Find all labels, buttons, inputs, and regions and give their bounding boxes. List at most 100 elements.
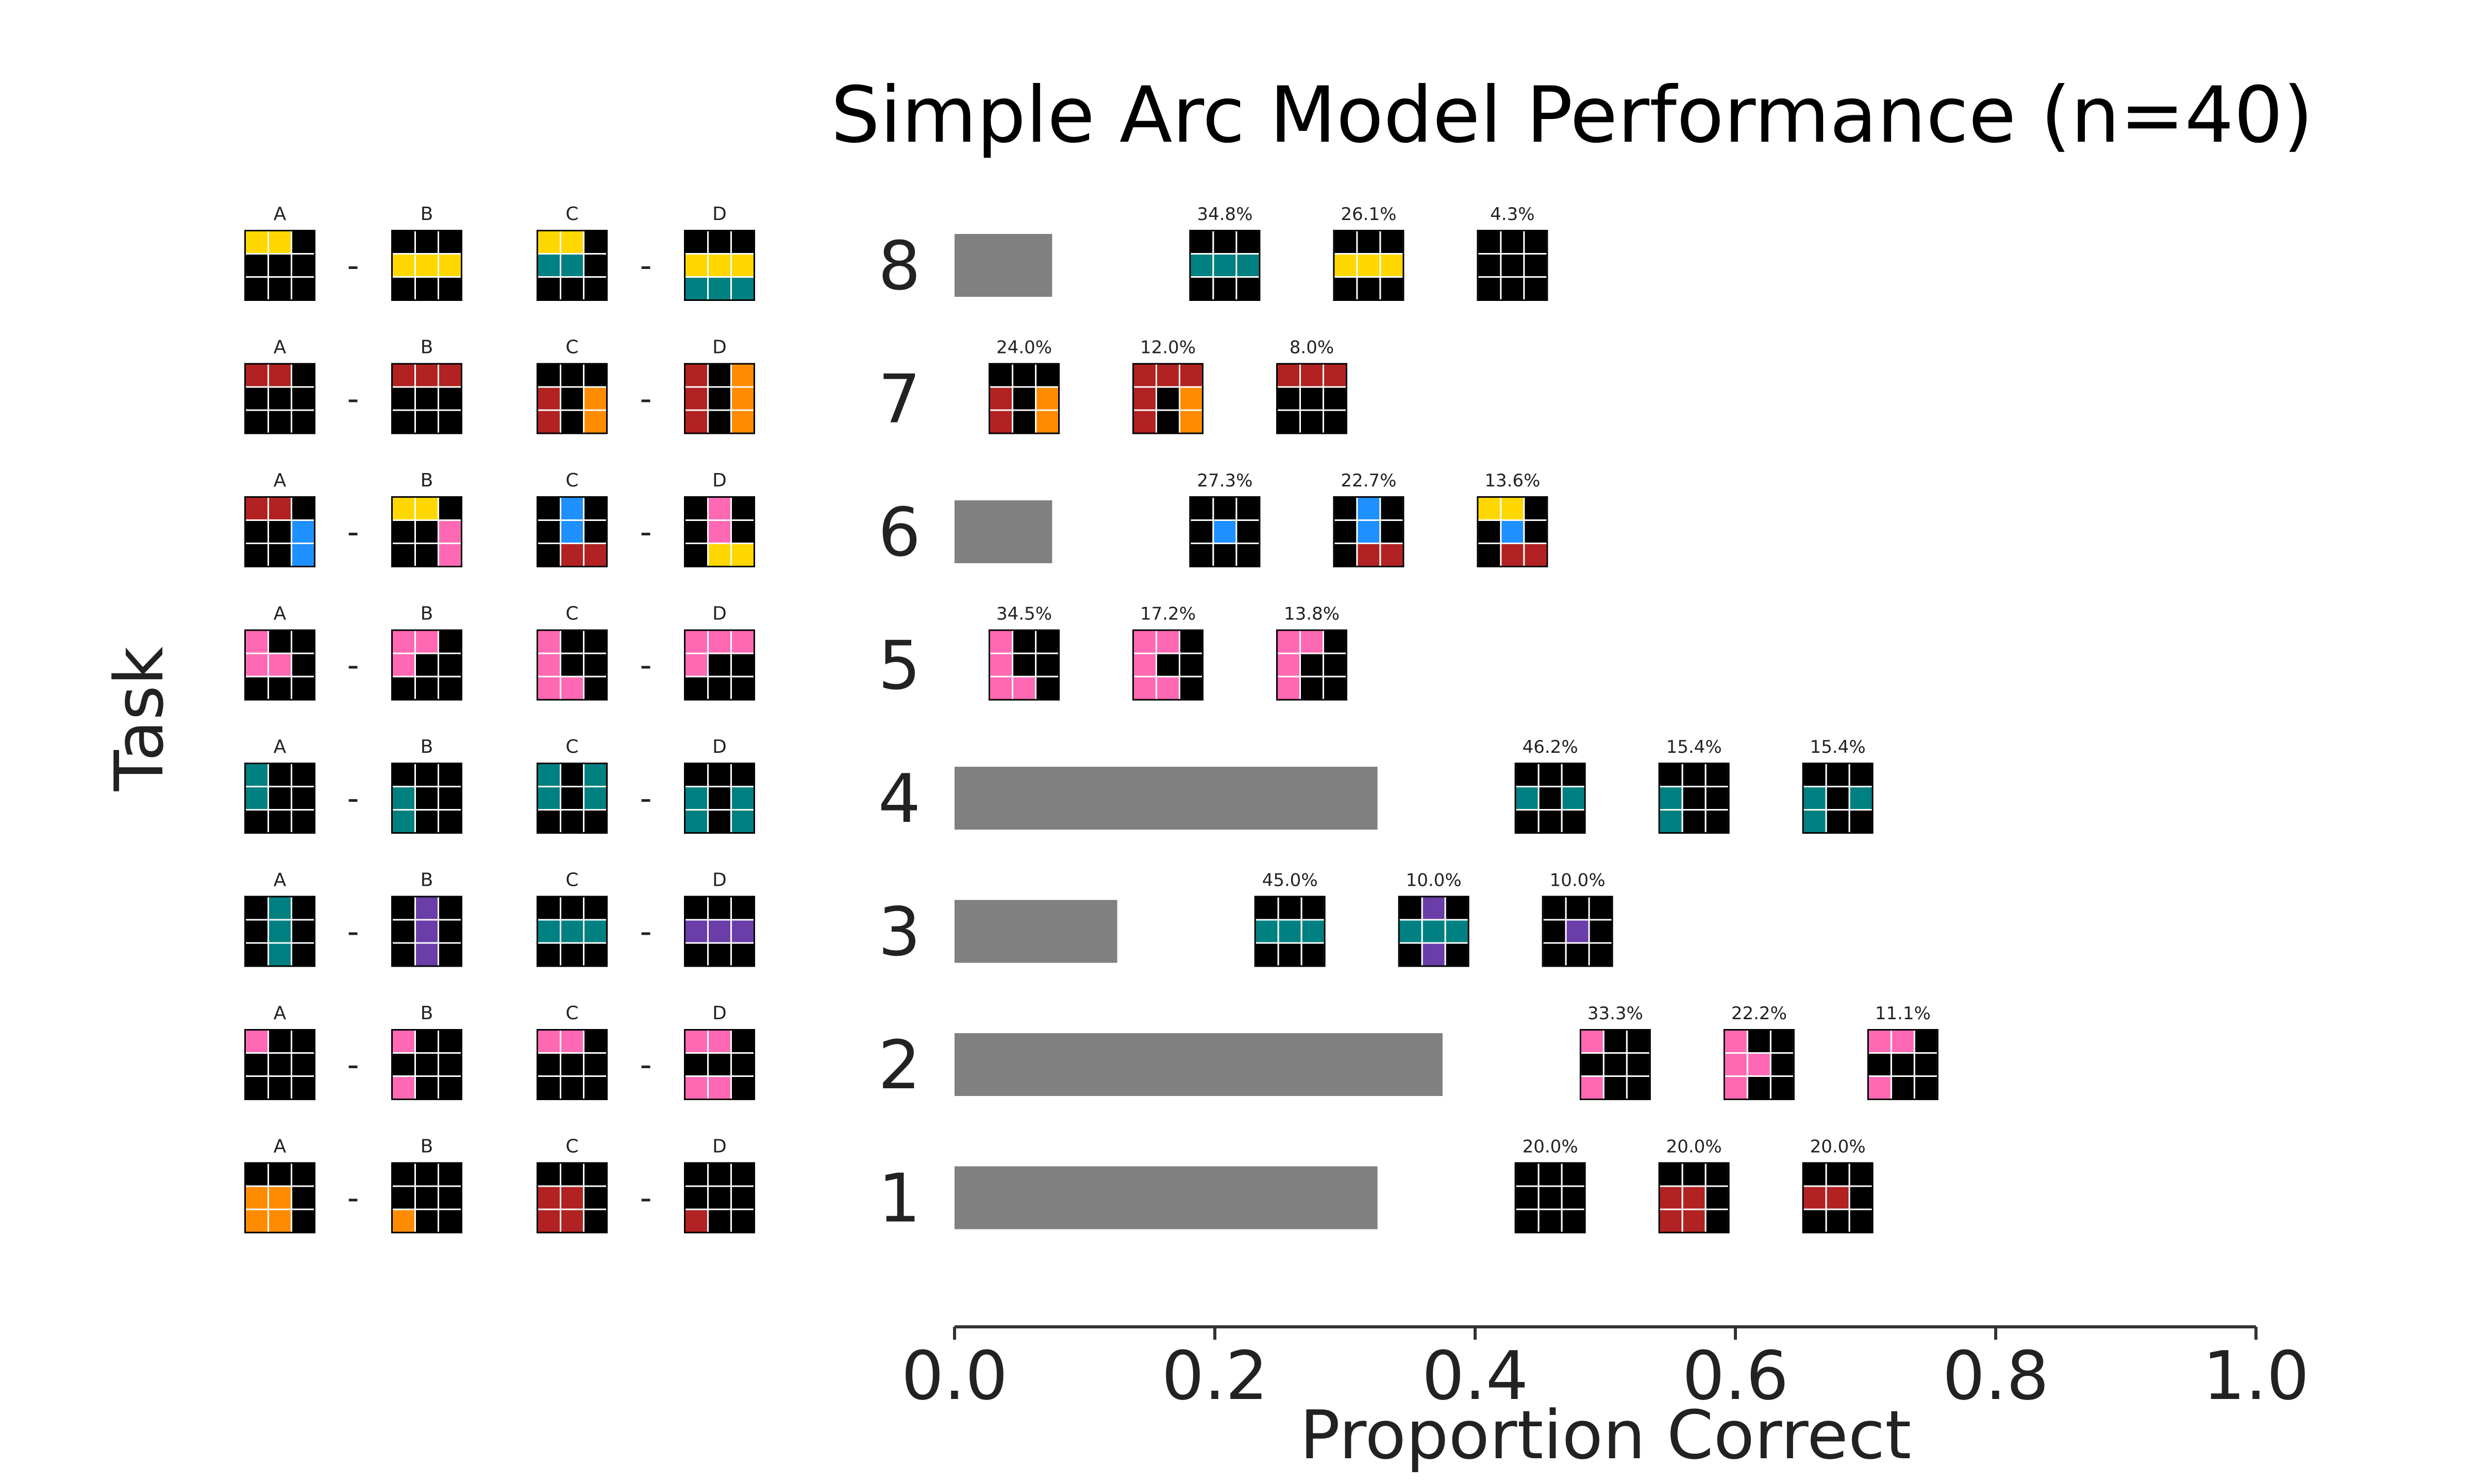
grid-cell: [583, 676, 608, 701]
analogy-label-b: B: [421, 204, 433, 225]
error-percent-label: 13.6%: [1484, 470, 1540, 491]
grid-cell: [268, 763, 292, 787]
grid-cell: [1235, 496, 1261, 521]
grid-cell: [1179, 386, 1203, 411]
grid-cell: [1356, 543, 1381, 567]
error-grid-task8-2: [1333, 230, 1405, 301]
grid-cell: [1537, 809, 1563, 834]
task-tick-label: 6: [878, 493, 921, 571]
grid-cell: [730, 409, 755, 434]
grid-cell: [1035, 629, 1060, 654]
grid-cell: [707, 409, 732, 434]
grid-border: [537, 1029, 608, 1100]
grid-cell: [391, 1208, 416, 1234]
grid-cell: [560, 409, 584, 434]
grid-cell: [730, 253, 755, 278]
grid-cell: [1398, 896, 1423, 921]
grid-cell: [268, 896, 292, 921]
grid-cell: [1212, 253, 1238, 278]
bar-task-2: [955, 1033, 1443, 1096]
grid-cell: [391, 1029, 416, 1054]
error-grid-task1-3: [1802, 1162, 1874, 1234]
grid-border: [537, 629, 608, 701]
grid-cell: [244, 809, 269, 834]
grid-cell: [537, 1208, 561, 1234]
grid-cell: [1212, 276, 1238, 301]
grid-cell: [1212, 230, 1238, 255]
grid-border: [1333, 230, 1405, 301]
grid-cell: [583, 1208, 608, 1234]
grid-cell: [684, 1185, 709, 1210]
grid-cell: [560, 363, 584, 388]
grid-cell: [560, 786, 584, 811]
grid-cell: [414, 253, 439, 278]
analogy-label-c: C: [565, 1003, 578, 1024]
grid-cell: [1012, 652, 1037, 678]
grid-cell: [684, 809, 709, 834]
grid-cell: [1848, 1208, 1874, 1234]
grid-cell: [989, 386, 1013, 411]
grid-cell: [438, 652, 462, 678]
grid-cell: [268, 230, 292, 255]
grid-border: [1132, 363, 1203, 434]
analogy-grid-task6-c: [537, 496, 608, 567]
grid-cell: [268, 919, 292, 944]
analogy-separator: -: [640, 1179, 651, 1218]
grid-cell: [684, 253, 709, 278]
grid-cell: [1825, 1185, 1850, 1210]
grid-cell: [268, 942, 292, 967]
grid-cell: [583, 1052, 608, 1077]
error-percent-label: 20.0%: [1523, 1137, 1578, 1157]
grid-cell: [560, 676, 584, 701]
grid-cell: [291, 253, 315, 278]
grid-cell: [1012, 676, 1037, 701]
grid-cell: [268, 1029, 292, 1054]
grid-cell: [1212, 519, 1238, 544]
grid-cell: [583, 276, 608, 301]
analogy-label-d: D: [712, 736, 727, 757]
grid-cell: [1565, 896, 1590, 921]
grid-cell: [1179, 409, 1203, 434]
grid-cell: [1723, 1075, 1748, 1100]
grid-cell: [583, 896, 608, 921]
grid-cell: [1500, 276, 1525, 301]
grid-border: [684, 363, 755, 434]
grid-cell: [583, 496, 608, 521]
analogy-grid-task2-c: [537, 1029, 608, 1100]
grid-cell: [1913, 1029, 1938, 1054]
grid-cell: [1723, 1052, 1748, 1077]
grid-cell: [1867, 1075, 1892, 1100]
grid-cell: [1254, 942, 1279, 967]
error-grid-task5-2: [1132, 629, 1203, 701]
grid-cell: [583, 942, 608, 967]
grid-cell: [391, 409, 416, 434]
analogy-grid-task8-c: [537, 230, 608, 301]
grid-cell: [1276, 363, 1301, 388]
grid-cell: [1323, 386, 1347, 411]
grid-border: [1514, 763, 1586, 834]
grid-border: [684, 1029, 755, 1100]
grid-cell: [1299, 676, 1324, 701]
grid-cell: [1523, 543, 1548, 567]
grid-cell: [707, 519, 732, 544]
grid-cell: [438, 409, 462, 434]
grid-cell: [414, 942, 439, 967]
grid-cell: [1299, 409, 1324, 434]
grid-cell: [1542, 942, 1567, 967]
grid-cell: [291, 1162, 315, 1187]
grid-cell: [1867, 1029, 1892, 1054]
grid-cell: [583, 543, 608, 567]
grid-cell: [1848, 1185, 1874, 1210]
grid-cell: [1523, 253, 1548, 278]
grid-cell: [438, 676, 462, 701]
grid-cell: [1276, 386, 1301, 411]
grid-border: [989, 629, 1060, 701]
grid-cell: [730, 1185, 755, 1210]
grid-cell: [1704, 1208, 1730, 1234]
grid-cell: [268, 1185, 292, 1210]
analogy-grid-task7-d: [684, 363, 755, 434]
grid-cell: [1012, 363, 1037, 388]
error-percent-label: 20.0%: [1810, 1137, 1866, 1157]
grid-cell: [730, 809, 755, 834]
grid-cell: [707, 1052, 732, 1077]
